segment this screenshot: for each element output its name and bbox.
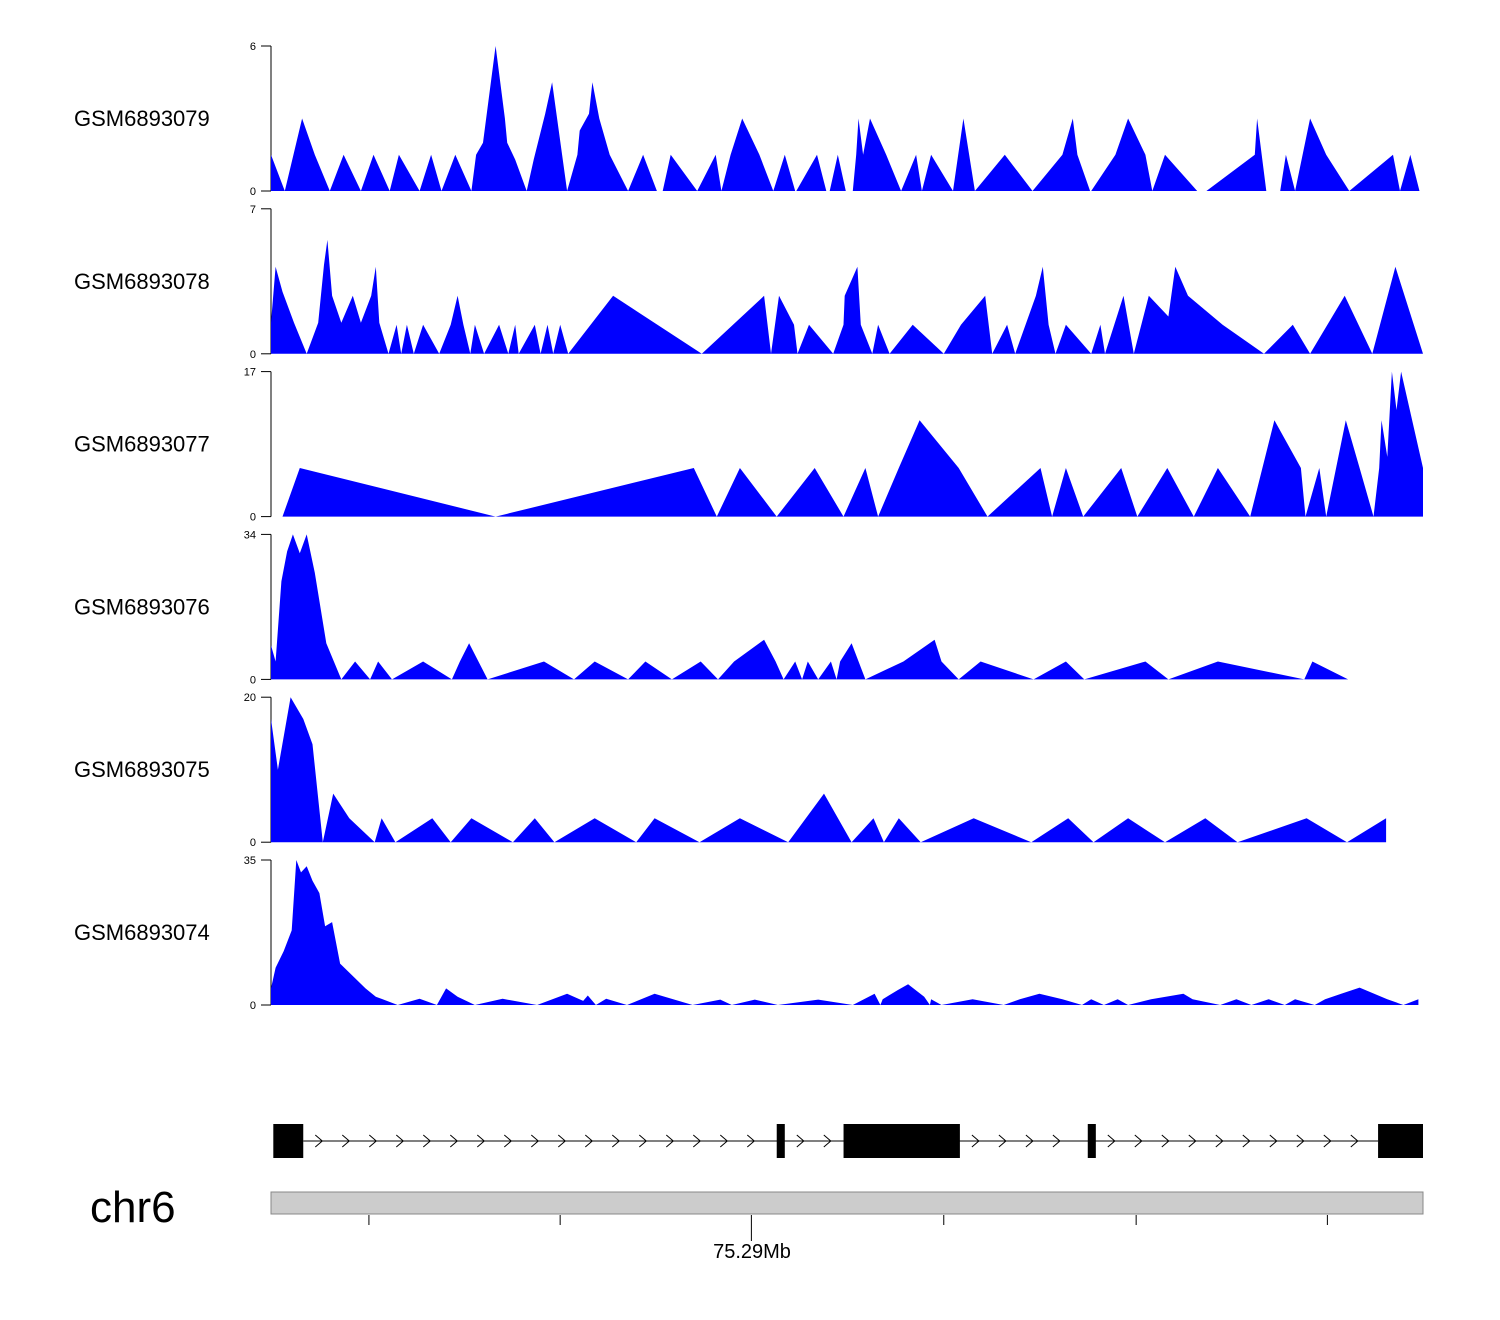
y-tick-label-max: 35 xyxy=(244,855,256,867)
strand-arrow xyxy=(746,1134,756,1148)
y-tick-label-zero: 0 xyxy=(250,837,256,849)
strand-arrow xyxy=(368,1134,378,1148)
track-GSM6893077: GSM6893077 17 0 xyxy=(74,367,1423,524)
strand-arrow xyxy=(998,1134,1007,1148)
strand-arrow xyxy=(1134,1134,1143,1148)
chromosome-axis: chr6 75.29Mb xyxy=(90,1183,1424,1263)
gene-exon xyxy=(1087,1124,1096,1158)
gene-model xyxy=(273,1124,1423,1158)
strand-arrow xyxy=(796,1134,805,1148)
track-GSM6893079: GSM6893079 6 0 xyxy=(74,41,1420,198)
coverage-area xyxy=(271,46,1420,191)
strand-arrow xyxy=(823,1134,832,1148)
track-label: GSM6893075 xyxy=(74,757,210,782)
strand-arrow xyxy=(1215,1134,1224,1148)
track-label: GSM6893078 xyxy=(74,269,210,294)
track-GSM6893074: GSM6893074 35 0 xyxy=(74,855,1419,1012)
strand-arrow xyxy=(1025,1134,1034,1148)
y-tick-label-max: 6 xyxy=(250,41,256,53)
gene-exon xyxy=(776,1124,785,1158)
strand-arrow xyxy=(422,1134,432,1148)
strand-arrow xyxy=(638,1134,648,1148)
strand-arrow xyxy=(1323,1134,1332,1148)
strand-arrow xyxy=(1350,1134,1359,1148)
strand-arrow xyxy=(1242,1134,1251,1148)
strand-arrow xyxy=(1188,1134,1197,1148)
track-label: GSM6893079 xyxy=(74,106,210,131)
strand-arrow xyxy=(503,1134,513,1148)
y-tick-label-max: 17 xyxy=(244,367,256,379)
coverage-area xyxy=(271,697,1387,843)
chromosome-label: chr6 xyxy=(90,1183,176,1232)
strand-arrow xyxy=(1161,1134,1170,1148)
strand-arrow xyxy=(341,1134,351,1148)
strand-arrow xyxy=(692,1134,702,1148)
y-tick-label-zero: 0 xyxy=(250,512,256,524)
gene-exon xyxy=(1378,1124,1423,1158)
strand-arrow xyxy=(1052,1134,1061,1148)
coverage-area xyxy=(271,534,1423,680)
axis-ticks xyxy=(368,1215,1328,1241)
track-label: GSM6893077 xyxy=(74,432,210,457)
y-tick-label-zero: 0 xyxy=(250,674,256,686)
coverage-area xyxy=(271,371,1423,517)
y-tick-label-zero: 0 xyxy=(250,349,256,361)
gene-exon xyxy=(843,1124,960,1158)
y-tick-label-max: 34 xyxy=(244,529,256,541)
gene-exon xyxy=(273,1124,304,1158)
chromosome-bar xyxy=(270,1191,1424,1215)
strand-arrow xyxy=(557,1134,567,1148)
track-label: GSM6893076 xyxy=(74,594,210,619)
strand-arrow xyxy=(1107,1134,1116,1148)
y-tick-label-max: 20 xyxy=(244,692,256,704)
track-GSM6893078: GSM6893078 7 0 xyxy=(74,204,1423,361)
coverage-area xyxy=(271,860,1419,1005)
track-GSM6893076: GSM6893076 34 0 xyxy=(74,529,1423,686)
strand-arrow xyxy=(314,1134,324,1148)
strand-arrow xyxy=(611,1134,621,1148)
strand-arrow xyxy=(1296,1134,1305,1148)
track-GSM6893075: GSM6893075 20 0 xyxy=(74,692,1387,849)
coverage-area xyxy=(271,239,1423,354)
strand-arrow xyxy=(449,1134,459,1148)
y-tick-label-max: 7 xyxy=(250,204,256,216)
strand-arrow xyxy=(476,1134,486,1148)
y-tick-label-zero: 0 xyxy=(250,186,256,198)
strand-arrow xyxy=(719,1134,729,1148)
y-tick-label-zero: 0 xyxy=(250,1000,256,1012)
strand-arrow xyxy=(584,1134,594,1148)
strand-arrow xyxy=(395,1134,405,1148)
track-label: GSM6893074 xyxy=(74,920,210,945)
strand-arrow xyxy=(665,1134,675,1148)
coverage-tracks: GSM689307960GSM689307870GSM6893077170GSM… xyxy=(74,41,1423,1012)
strand-arrow xyxy=(530,1134,540,1148)
strand-arrow xyxy=(971,1134,980,1148)
strand-arrow xyxy=(1269,1134,1278,1148)
axis-position-label: 75.29Mb xyxy=(713,1241,791,1263)
